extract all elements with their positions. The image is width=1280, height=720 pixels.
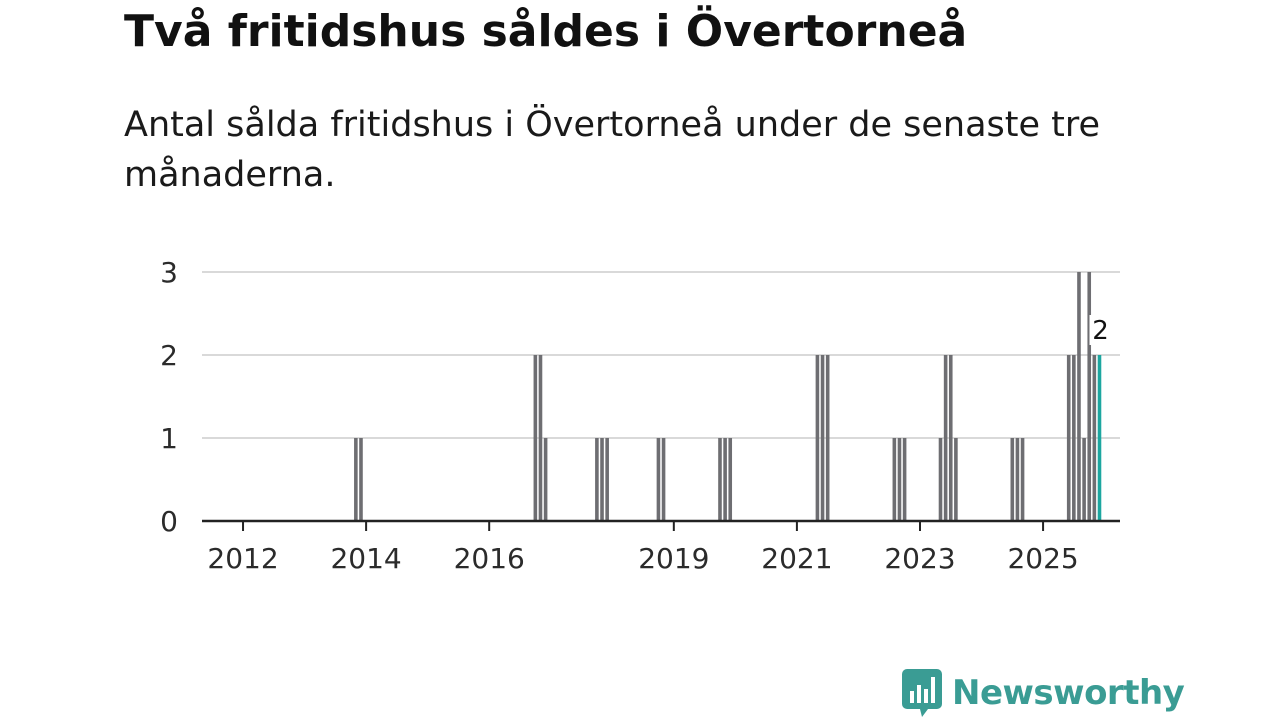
bar	[595, 438, 599, 521]
bar	[1020, 438, 1025, 521]
chart-title: Två fritidshus såldes i Övertorneå	[124, 6, 968, 57]
bar	[359, 438, 363, 521]
bar	[533, 355, 538, 521]
bar	[723, 438, 727, 521]
bar	[897, 438, 902, 521]
bar	[902, 438, 907, 521]
y-tick-label: 2	[160, 339, 178, 372]
bar	[605, 438, 609, 521]
bar	[825, 355, 830, 521]
brand-logo: Newsworthy	[902, 668, 1185, 718]
x-tick-label: 2016	[454, 542, 525, 575]
x-tick-label: 2014	[330, 542, 401, 575]
bar	[538, 355, 543, 521]
y-tick-label: 3	[160, 256, 178, 289]
bar	[1087, 272, 1092, 521]
bar	[815, 355, 820, 521]
bar	[661, 438, 666, 521]
x-tick-label: 2019	[638, 542, 709, 575]
bar	[820, 355, 825, 521]
newsworthy-logo-icon	[902, 669, 942, 717]
bar	[718, 438, 722, 521]
highlight-bar	[1097, 355, 1102, 521]
data-label: 2	[1092, 316, 1109, 346]
bar	[354, 438, 358, 521]
bar	[1010, 438, 1015, 521]
bar	[938, 438, 943, 521]
bar	[1066, 355, 1071, 521]
bar	[1072, 355, 1076, 521]
x-tick-label: 2023	[884, 542, 955, 575]
bar	[954, 438, 958, 521]
bar	[728, 438, 733, 521]
bar	[943, 355, 948, 521]
bar	[1077, 272, 1081, 521]
x-tick-label: 2012	[207, 542, 278, 575]
bar	[600, 438, 604, 521]
bar	[656, 438, 661, 521]
bar	[948, 355, 953, 521]
y-tick-label: 0	[160, 505, 178, 538]
bar	[1015, 438, 1020, 521]
x-tick-label: 2021	[761, 542, 832, 575]
bar	[543, 438, 548, 521]
bar	[1092, 355, 1097, 521]
data-label-background	[1089, 315, 1112, 345]
chart-subtitle: Antal sålda fritidshus i Övertorneå unde…	[124, 105, 1101, 195]
brand-name: Newsworthy	[952, 673, 1185, 713]
bar	[892, 438, 897, 521]
y-tick-label: 1	[160, 422, 178, 455]
bar	[1082, 438, 1086, 521]
x-tick-label: 2025	[1007, 542, 1078, 575]
